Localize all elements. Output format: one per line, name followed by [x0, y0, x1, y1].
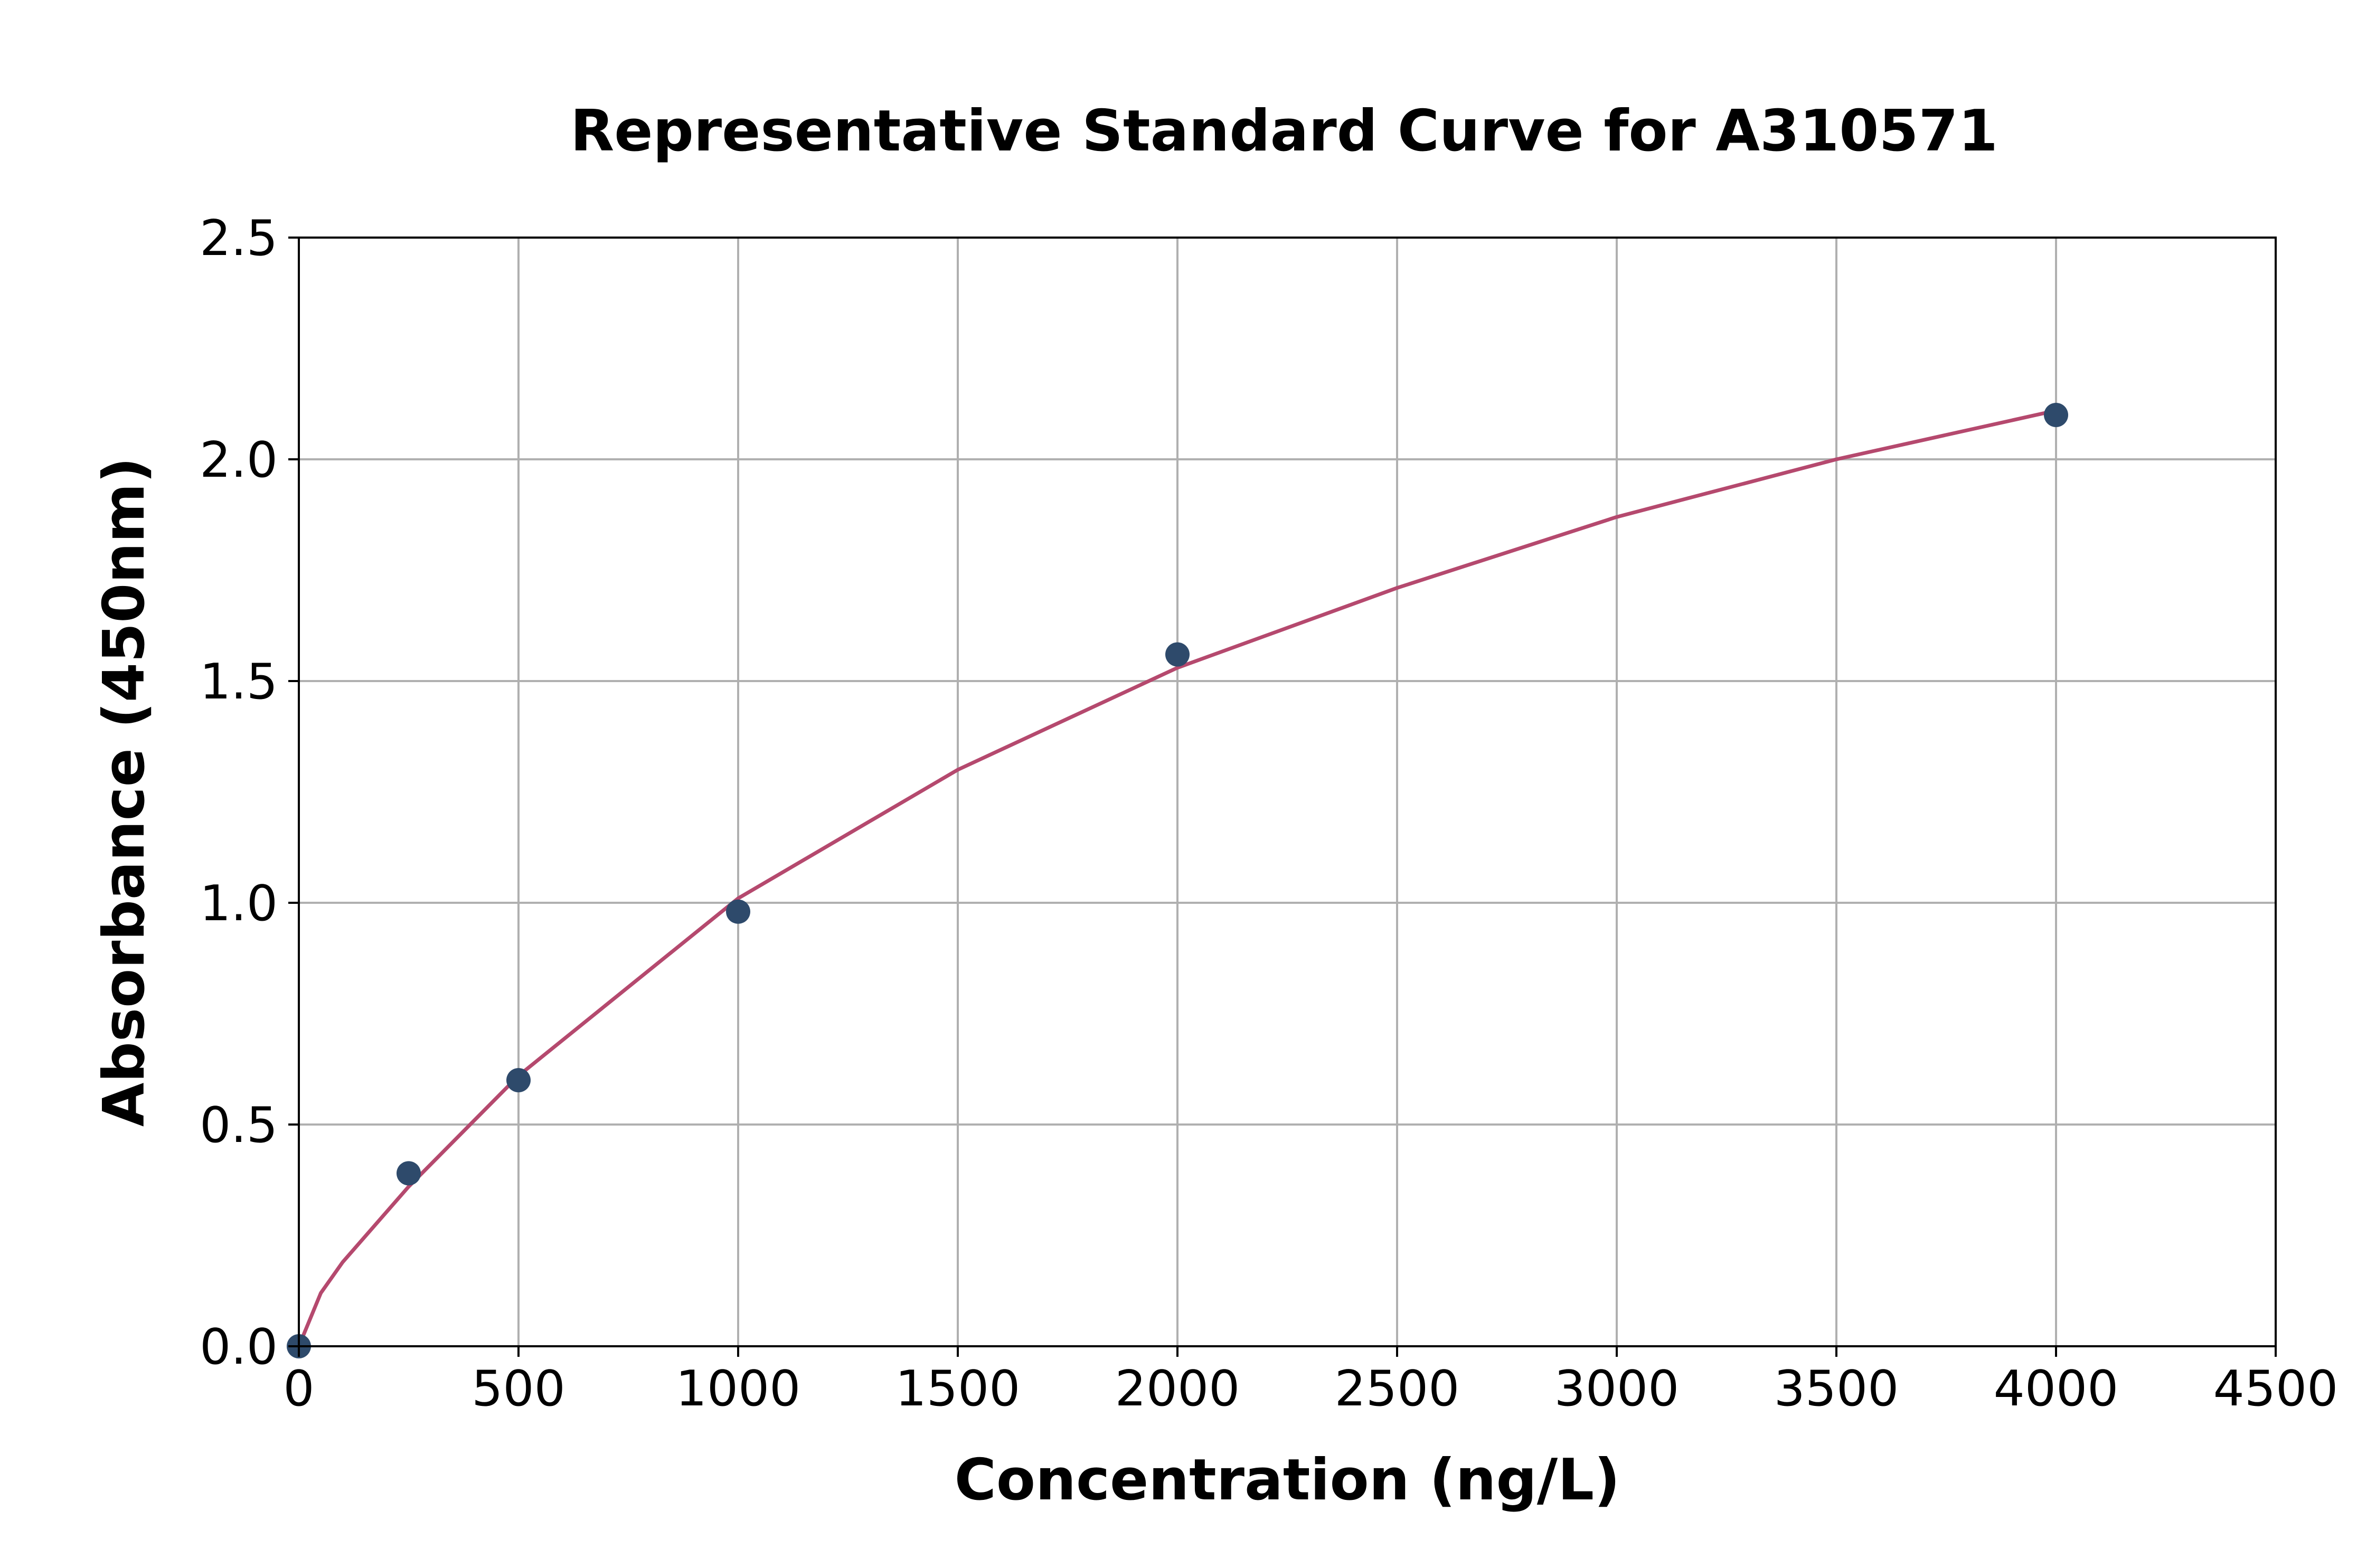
plot-frame	[298, 237, 2277, 1347]
x-tick-label: 4500	[2213, 1360, 2339, 1417]
x-tick-label: 0	[283, 1360, 314, 1417]
data-point	[506, 1068, 531, 1092]
x-tick-label: 1500	[895, 1360, 1021, 1417]
x-tick-label: 500	[472, 1360, 565, 1417]
x-tick-label: 1000	[676, 1360, 801, 1417]
y-tick-label: 0.5	[200, 1097, 278, 1154]
y-tick-label: 2.0	[200, 431, 278, 488]
y-tick-label: 0.0	[200, 1318, 278, 1375]
x-tick-label: 3500	[1774, 1360, 1899, 1417]
data-point	[1165, 642, 1190, 667]
x-tick-labels: 0 500 1000 1500 2000 2500 3000 3500 4000 4500	[283, 1360, 2338, 1417]
data-point	[397, 1161, 421, 1186]
fit-curve-line	[297, 409, 2058, 1348]
y-axis-label: Absorbance (450nm)	[91, 457, 157, 1127]
x-tick-label: 4000	[1994, 1360, 2119, 1417]
x-tick-label: 3000	[1554, 1360, 1680, 1417]
y-tick-label: 2.5	[200, 210, 278, 267]
x-axis-label: Concentration (ng/L)	[955, 1447, 1620, 1513]
y-tick-label: 1.5	[200, 653, 278, 710]
axis-ticks	[288, 237, 2277, 1357]
y-tick-labels: 0.0 0.5 1.0 1.5 2.0 2.5	[200, 210, 278, 1375]
data-point	[2044, 403, 2068, 427]
y-tick-label: 1.0	[200, 875, 278, 932]
chart-title: Representative Standard Curve for A31057…	[570, 98, 1998, 164]
data-points	[287, 403, 2068, 1358]
x-tick-label: 2000	[1115, 1360, 1240, 1417]
data-point	[726, 899, 750, 924]
x-tick-label: 2500	[1335, 1360, 1460, 1417]
